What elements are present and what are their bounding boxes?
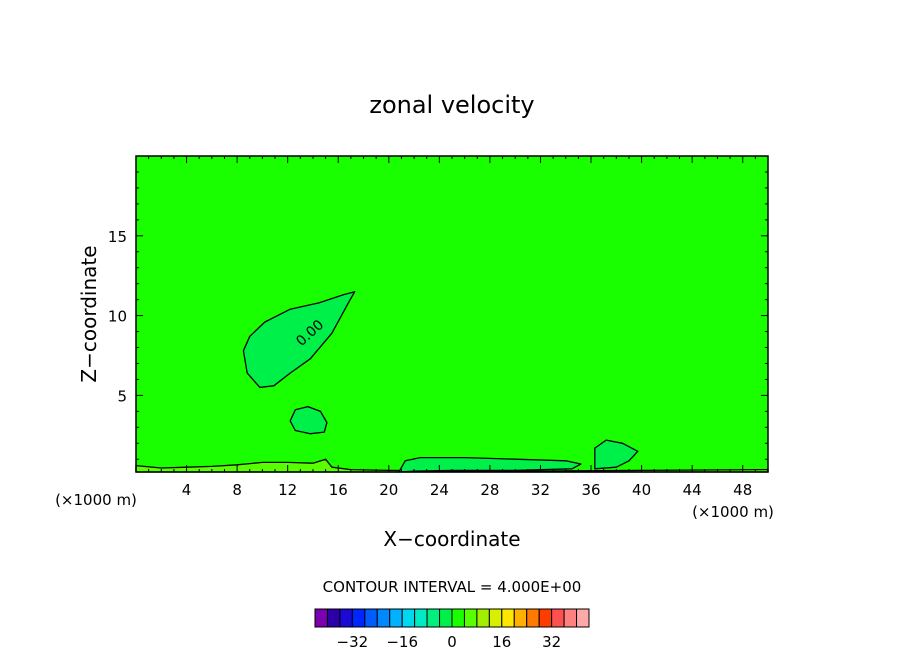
colorbar-swatch <box>326 608 341 628</box>
colorbar-swatch <box>389 608 403 628</box>
x-tick-label: 4 <box>182 481 192 499</box>
contour-surface-negative-band <box>398 456 582 473</box>
x-tick-label: 44 <box>683 481 702 499</box>
contour-interval-text: CONTOUR INTERVAL = 4.000E+00 <box>323 578 582 596</box>
x-tick-label: 48 <box>733 481 752 499</box>
x-tick-label: 32 <box>531 481 550 499</box>
colorbar-swatch <box>551 608 565 628</box>
colorbar-swatch <box>439 608 453 628</box>
x-tick-label: 36 <box>581 481 600 499</box>
x-unit-left: (×1000 m) <box>55 491 137 509</box>
x-tick-label: 16 <box>329 481 348 499</box>
contour-surface-positive-band <box>135 458 769 473</box>
colorbar-swatch <box>576 608 590 628</box>
colorbar-tick-label: 0 <box>447 633 457 651</box>
colorbar-tick-label: −32 <box>337 633 369 651</box>
x-tick-label: 8 <box>232 481 242 499</box>
contour-small-negative-cell <box>289 405 328 435</box>
colorbar-swatch <box>476 608 490 628</box>
colorbar-swatch <box>526 608 540 628</box>
colorbar-tick-label: 32 <box>542 633 561 651</box>
x-tick-label: 40 <box>632 481 651 499</box>
colorbar-swatch <box>414 608 428 628</box>
colorbar-swatch <box>339 608 353 628</box>
x-tick-label: 20 <box>379 481 398 499</box>
colorbar-tick-label: −16 <box>386 633 418 651</box>
colorbar-swatch <box>563 608 578 628</box>
x-axis-label: X−coordinate <box>383 527 520 551</box>
x-tick-label: 12 <box>278 481 297 499</box>
colorbar-swatch <box>426 608 441 628</box>
chart-title: zonal velocity <box>369 91 534 119</box>
contour-upper-negative-lobe <box>242 291 356 389</box>
colorbar-swatch <box>451 608 465 628</box>
contour-right-negative-cell <box>594 439 639 470</box>
colorbar-swatch <box>401 608 416 628</box>
colorbar-swatch <box>364 608 378 628</box>
colorbar-swatch <box>513 608 528 628</box>
y-axis-label: Z−coordinate <box>77 245 101 382</box>
colorbar-swatch <box>538 608 553 628</box>
plot-background <box>136 156 768 472</box>
x-tick-label: 28 <box>480 481 499 499</box>
plot-area: 0.00 <box>135 155 769 473</box>
colorbar: −32 −16 0 16 32 <box>314 608 590 651</box>
colorbar-swatch <box>351 608 366 628</box>
colorbar-swatch <box>488 608 503 628</box>
y-tick-label: 15 <box>108 228 127 246</box>
x-unit-right: (×1000 m) <box>692 503 774 521</box>
colorbar-swatch <box>501 608 515 628</box>
y-tick-label: 10 <box>108 308 127 326</box>
colorbar-swatch <box>314 608 328 628</box>
x-tick-label: 24 <box>430 481 449 499</box>
colorbar-swatch <box>376 608 391 628</box>
colorbar-tick-label: 16 <box>492 633 511 651</box>
y-tick-label: 5 <box>117 387 127 405</box>
colorbar-swatch <box>463 608 478 628</box>
